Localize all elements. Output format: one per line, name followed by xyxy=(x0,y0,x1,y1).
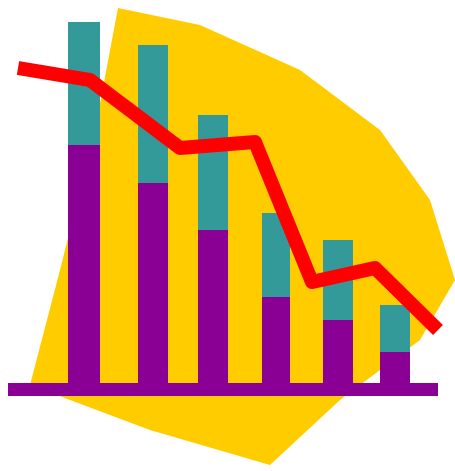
bar-top xyxy=(380,305,410,354)
bar-top xyxy=(198,115,228,232)
trend-line xyxy=(16,61,443,335)
bar-bottom xyxy=(68,145,100,385)
bar-bottom xyxy=(380,352,410,385)
bar-bottom xyxy=(323,320,353,385)
bars xyxy=(68,22,410,385)
bar-bottom xyxy=(198,230,228,385)
bar-bottom xyxy=(262,297,290,385)
baseline xyxy=(8,383,438,396)
bar-bottom xyxy=(138,183,168,385)
